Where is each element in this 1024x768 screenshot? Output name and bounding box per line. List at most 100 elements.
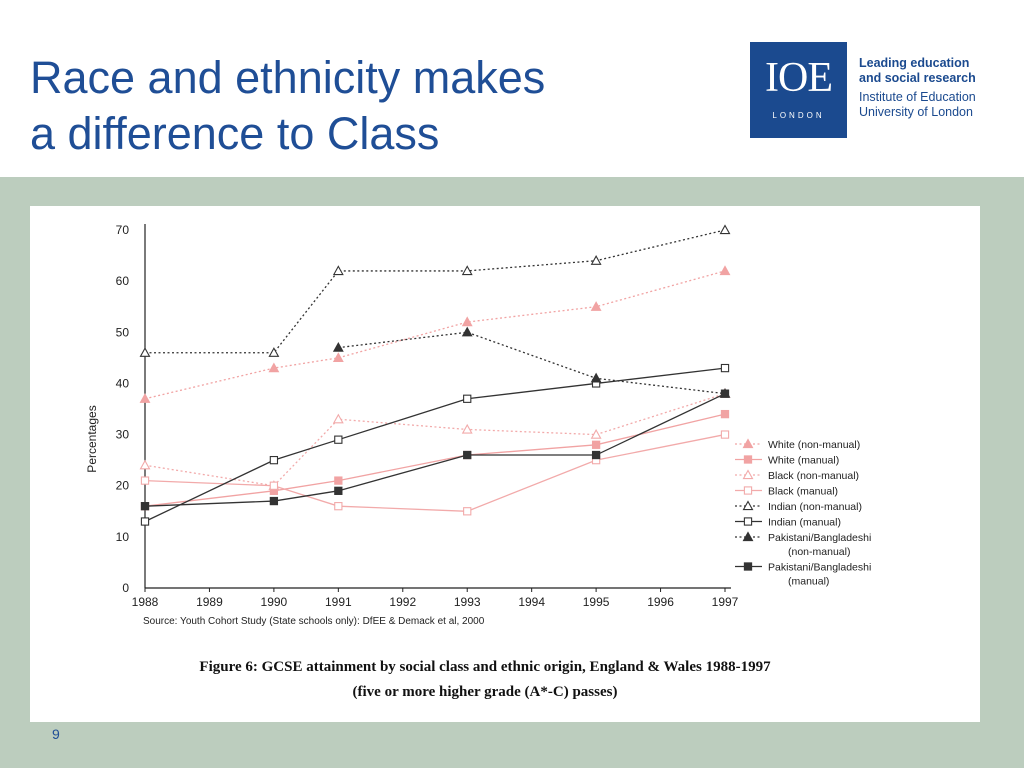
x-tick-label: 1994 — [518, 595, 545, 609]
logo-university: University of London — [859, 105, 973, 119]
slide-title: Race and ethnicity makes a difference to… — [30, 50, 710, 162]
legend-label: White (non-manual) — [768, 439, 860, 451]
page-number: 9 — [52, 726, 60, 742]
ioe-logo: IOE LONDON Leading education and social … — [750, 42, 988, 138]
data-point-series-5 — [139, 347, 151, 357]
legend-label: (non-manual) — [788, 546, 850, 558]
slide-title-line-2: a difference to Class — [30, 108, 440, 159]
y-tick-label: 30 — [116, 428, 130, 442]
data-point-series-4 — [334, 502, 343, 511]
x-tick-label: 1996 — [647, 595, 674, 609]
data-point-series-6 — [334, 435, 343, 444]
data-point-series-6 — [463, 394, 472, 403]
data-point-series-1 — [719, 265, 731, 276]
x-tick-label: 1989 — [196, 595, 223, 609]
legend-swatch-marker — [743, 486, 753, 495]
series-line-1 — [144, 270, 726, 400]
series-line-7 — [338, 331, 726, 395]
data-point-series-3 — [332, 413, 344, 424]
series-line-5 — [145, 229, 726, 354]
legend-label: Pakistani/Bangladeshi — [768, 532, 871, 544]
data-point-series-8 — [140, 502, 150, 511]
data-point-series-8 — [334, 486, 343, 495]
y-tick-label: 70 — [116, 223, 130, 237]
legend-swatch-marker — [742, 500, 754, 511]
ioe-logo-sub: LONDON — [772, 111, 825, 120]
x-tick-label: 1991 — [325, 595, 352, 609]
data-point-series-1 — [590, 301, 602, 311]
slide-title-line-1: Race and ethnicity makes — [30, 52, 546, 103]
line-chart: 0 10 20 30 40 50 60 70 1988 1989 1990 1991 1992 1993 1… — [85, 223, 871, 700]
y-tick-label: 10 — [116, 530, 130, 544]
data-point-series-8 — [463, 450, 472, 460]
data-point-series-8 — [591, 450, 601, 460]
data-point-series-4 — [140, 476, 150, 485]
data-point-series-6 — [140, 517, 150, 526]
data-point-series-7 — [590, 372, 602, 383]
legend-swatch-marker — [742, 469, 754, 480]
y-tick-label: 20 — [116, 479, 130, 493]
y-tick-label: 50 — [116, 325, 130, 339]
x-tick-label: 1995 — [583, 595, 610, 609]
logo-tagline-2: and social research — [859, 71, 976, 85]
data-point-series-5 — [719, 224, 731, 235]
x-tick-label: 1988 — [132, 595, 159, 609]
series-line-3 — [144, 393, 726, 487]
logo-tagline-1: Leading education — [859, 56, 970, 70]
legend-swatch-marker — [743, 562, 753, 571]
data-point-series-7 — [461, 326, 473, 337]
legend-swatch-marker — [742, 438, 754, 449]
data-point-series-1 — [332, 352, 344, 363]
legend-swatch-marker — [743, 517, 753, 526]
x-tick-label: 1993 — [454, 595, 481, 609]
data-point-series-4 — [269, 481, 279, 490]
data-point-series-2 — [591, 440, 601, 449]
legend-label: White (manual) — [768, 455, 839, 467]
data-point-series-5 — [268, 347, 280, 357]
series-line-6 — [144, 367, 726, 523]
data-point-series-2 — [334, 476, 343, 485]
data-point-series-3 — [461, 423, 473, 434]
source-note: Source: Youth Cohort Study (State school… — [143, 616, 485, 627]
figure-caption-line-1: Figure 6: GCSE attainment by social clas… — [199, 659, 771, 675]
data-point-series-4 — [720, 430, 730, 439]
y-axis-label: Percentages — [85, 405, 99, 472]
legend-label: Black (non-manual) — [768, 470, 859, 482]
data-point-series-6 — [269, 455, 279, 465]
x-tick-label: 1990 — [261, 595, 288, 609]
legend-swatch-marker — [742, 531, 754, 542]
data-point-series-3 — [139, 459, 151, 470]
ioe-logo-box: IOE LONDON — [750, 42, 847, 138]
data-point-series-1 — [461, 316, 473, 327]
y-tick-label: 0 — [122, 581, 129, 595]
y-tick-label: 40 — [116, 376, 130, 390]
data-point-series-8 — [269, 496, 279, 506]
series-line-2 — [144, 413, 726, 507]
series-line-4 — [144, 433, 726, 512]
series-line-8 — [144, 393, 726, 507]
ioe-logo-mark: IOE — [765, 55, 833, 101]
legend-label: Indian (manual) — [768, 517, 841, 529]
figure-caption-line-2: (five or more higher grade (A*-C) passes… — [353, 684, 618, 700]
legend-label: (manual) — [788, 576, 829, 588]
data-point-series-5 — [461, 265, 473, 276]
figure-panel: 0 10 20 30 40 50 60 70 1988 1989 1990 1991 1992 1993 1… — [30, 206, 980, 722]
data-point-series-6 — [720, 363, 730, 373]
x-tick-label: 1997 — [712, 595, 739, 609]
legend-swatch-marker — [743, 455, 753, 464]
legend-label: Black (manual) — [768, 486, 838, 498]
data-point-series-1 — [268, 362, 280, 373]
y-tick-label: 60 — [116, 274, 130, 288]
data-point-series-8 — [720, 389, 730, 398]
legend-label: Pakistani/Bangladeshi — [768, 562, 871, 574]
logo-institute: Institute of Education — [859, 90, 976, 104]
data-point-series-1 — [139, 393, 151, 403]
data-point-series-7 — [332, 341, 344, 352]
data-point-series-4 — [463, 507, 472, 516]
data-point-series-5 — [332, 265, 344, 276]
data-point-series-3 — [590, 428, 602, 439]
legend-label: Indian (non-manual) — [768, 501, 862, 513]
x-tick-label: 1992 — [389, 595, 416, 609]
data-point-series-2 — [720, 409, 730, 419]
data-point-series-5 — [590, 255, 602, 265]
